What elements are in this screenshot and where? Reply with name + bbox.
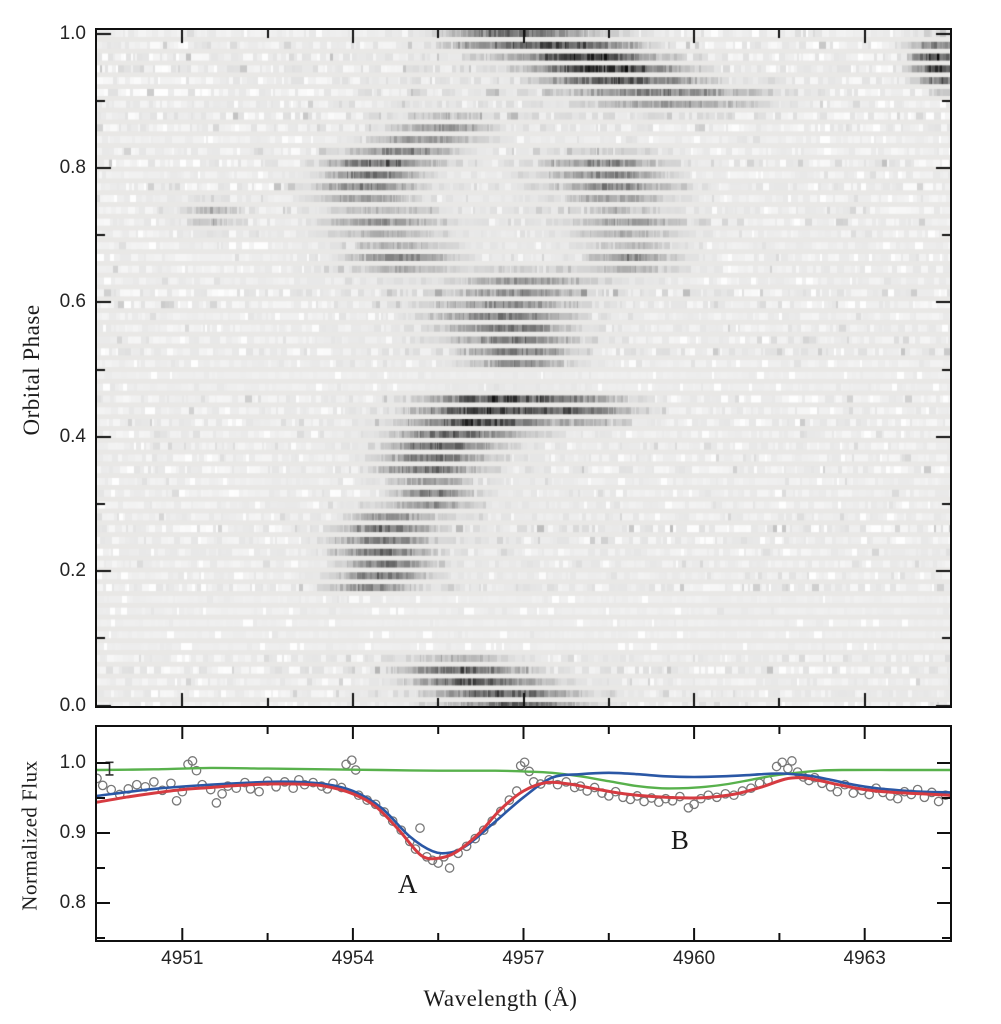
flux-profile-panel bbox=[95, 725, 952, 942]
data-point bbox=[552, 779, 563, 790]
tick-label: 4954 bbox=[331, 948, 375, 969]
error-bar bbox=[105, 761, 114, 776]
data-point bbox=[97, 780, 108, 791]
tick-label: 1.0 bbox=[59, 752, 86, 773]
tick-label: 4963 bbox=[843, 948, 886, 969]
wavelength-axis-title: Wavelength (Å) bbox=[423, 986, 578, 1011]
data-point bbox=[341, 759, 351, 770]
annotation-B: B bbox=[670, 824, 689, 855]
data-point bbox=[427, 855, 438, 866]
data-point bbox=[444, 863, 455, 873]
data-point bbox=[346, 755, 357, 766]
tick-label: 0.8 bbox=[59, 892, 86, 913]
data-point bbox=[171, 795, 182, 806]
tick-label: 0.4 bbox=[59, 425, 86, 447]
data-point bbox=[544, 774, 554, 785]
annotation-A: A bbox=[397, 868, 418, 899]
tick-label: 4960 bbox=[672, 948, 716, 969]
trailed-spectrogram-panel bbox=[95, 28, 952, 708]
tick-label: 1.0 bbox=[59, 22, 86, 44]
data-point bbox=[569, 782, 580, 793]
model-red-curve bbox=[97, 776, 950, 861]
trailed-spectrogram-canvas bbox=[97, 30, 950, 706]
data-point bbox=[787, 756, 797, 766]
tick-label: 4957 bbox=[502, 948, 545, 969]
data-point bbox=[131, 779, 142, 790]
tick-label: 0.8 bbox=[59, 156, 86, 178]
data-point bbox=[415, 823, 425, 833]
data-point bbox=[848, 788, 859, 798]
data-point bbox=[410, 844, 421, 854]
tick-label: 0.9 bbox=[59, 822, 86, 843]
data-point bbox=[783, 763, 793, 774]
data-point bbox=[97, 773, 102, 784]
model-green-curve bbox=[97, 766, 950, 790]
data-point bbox=[217, 788, 227, 799]
data-point bbox=[933, 796, 944, 807]
data-point bbox=[504, 795, 515, 805]
data-point bbox=[191, 765, 202, 776]
data-point bbox=[689, 799, 699, 810]
tick-label: 0.2 bbox=[59, 560, 86, 582]
data-point bbox=[478, 825, 489, 836]
tick-label: 4951 bbox=[161, 948, 204, 969]
tick-label: 0.6 bbox=[59, 291, 86, 313]
data-point bbox=[777, 757, 788, 768]
model-blue-curve bbox=[97, 771, 950, 855]
data-point bbox=[187, 756, 198, 766]
tick-label: 0.0 bbox=[59, 694, 86, 716]
flux-profile-plot bbox=[97, 727, 950, 940]
data-point bbox=[470, 833, 481, 844]
data-point bbox=[771, 761, 782, 772]
data-point bbox=[832, 786, 843, 797]
data-point bbox=[211, 798, 222, 808]
data-point bbox=[892, 793, 903, 804]
data-point bbox=[519, 757, 530, 768]
data-point bbox=[149, 777, 159, 787]
data-point bbox=[254, 786, 264, 797]
